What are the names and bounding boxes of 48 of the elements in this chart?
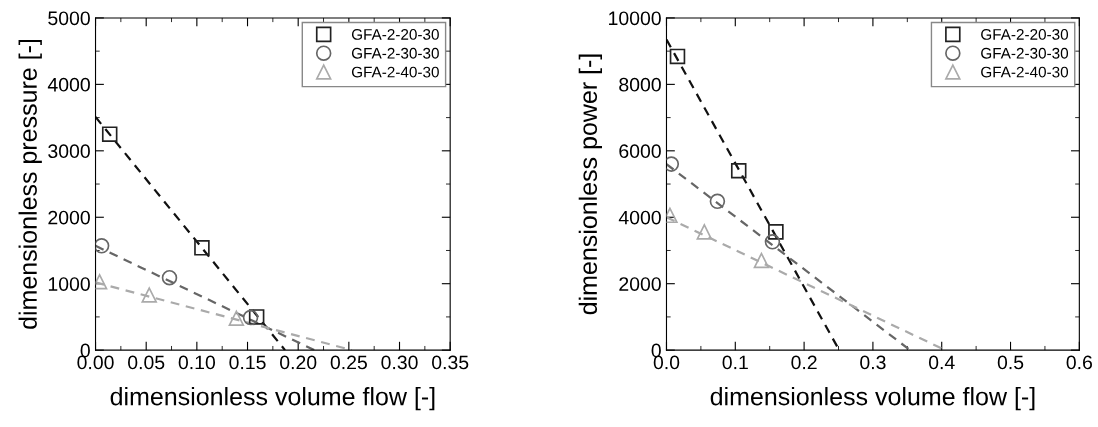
x-tick-label: 0.25	[330, 355, 367, 370]
y-tick-label: 5000	[48, 11, 90, 26]
point	[696, 224, 713, 240]
x-tick-label: 0.3	[860, 355, 886, 370]
x-tick-label: 0.35	[432, 355, 469, 370]
point	[141, 287, 158, 303]
y-axis-title: dimensionless pressure [-]	[18, 39, 42, 329]
x-tick-label: 0.5	[997, 355, 1024, 370]
legend-label: GFA-2-40-30	[981, 66, 1069, 78]
x-tick-label: 0.30	[381, 355, 418, 370]
x-tick-label: 0.05	[128, 355, 165, 370]
point	[709, 193, 726, 210]
point	[228, 310, 245, 327]
point	[768, 224, 784, 240]
legend-label: GFA-2-40-30	[351, 66, 439, 78]
y-tick-label: 2000	[48, 210, 90, 225]
point	[242, 309, 259, 326]
x-axis-title: dimensionless volume flow [-]	[710, 387, 1035, 411]
x-tick-label: 0.15	[229, 355, 266, 370]
point	[753, 252, 770, 269]
x-tick-label: 0.6	[1066, 355, 1092, 370]
point	[248, 309, 265, 325]
y-tick-label: 2000	[619, 277, 661, 291]
y-tick-label: 10000	[609, 11, 661, 26]
x-tick-label: 0.10	[178, 355, 216, 370]
point	[95, 238, 110, 254]
legend-label: GFA-2-30-30	[981, 47, 1069, 59]
y-tick-label: 4000	[618, 210, 661, 225]
y-tick-label: 6000	[619, 144, 661, 159]
y-tick-label: 8000	[619, 77, 661, 92]
legend-label: GFA-2-30-30	[351, 47, 439, 59]
x-tick-label: 0.4	[928, 355, 955, 370]
point	[764, 234, 781, 250]
x-axis-title: dimensionless volume flow [-]	[110, 387, 435, 411]
y-tick-label: 4000	[47, 77, 90, 92]
legend-label: GFA-2-20-30	[981, 29, 1069, 40]
legend-label: GFA-2-20-30	[351, 29, 439, 40]
point	[101, 126, 118, 142]
x-tick-label: 0.20	[280, 355, 317, 370]
point	[669, 48, 686, 65]
y-axis-title: dimensionless power [-]	[578, 54, 602, 315]
x-tick-label: 0.1	[722, 355, 748, 370]
y-tick-label: 3000	[48, 144, 90, 159]
point	[730, 162, 747, 179]
point	[194, 240, 210, 256]
y-tick-label: 1000	[48, 277, 90, 291]
point	[161, 269, 178, 286]
x-tick-label: 0.2	[791, 355, 817, 370]
